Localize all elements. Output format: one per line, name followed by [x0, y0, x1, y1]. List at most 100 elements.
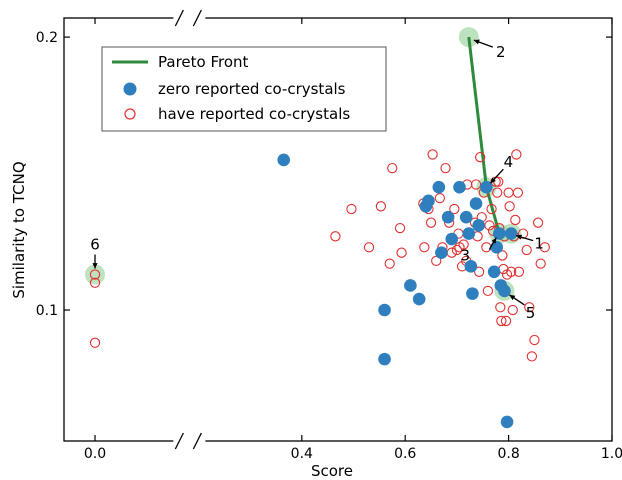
filled-point-4 — [412, 292, 426, 306]
open-point-4 — [346, 203, 357, 215]
annotations: 2 4 3 1 5 6 — [90, 39, 544, 322]
legend-open-swatch — [124, 108, 136, 120]
open-point-17 — [434, 192, 445, 204]
open-point-27 — [458, 239, 469, 250]
annotation-arrowhead-2 — [473, 39, 480, 45]
annotation-arrowhead-5 — [509, 294, 516, 301]
open-point-8 — [387, 162, 398, 174]
open-point-10 — [396, 247, 407, 258]
open-point-51 — [500, 315, 512, 327]
open-point-19 — [440, 162, 451, 174]
filled-point-12 — [459, 210, 473, 224]
legend-filled-swatch — [123, 82, 137, 96]
open-point-12 — [419, 242, 430, 253]
filled-point-15 — [466, 287, 479, 300]
open-point-56 — [507, 304, 518, 316]
open-points-layer — [89, 149, 550, 362]
open-point-58 — [510, 214, 521, 226]
filled-point-11 — [453, 180, 466, 194]
y-tick-label-1: 0.2 — [36, 30, 58, 46]
legend-box — [101, 46, 387, 132]
open-point-64 — [524, 302, 535, 313]
annotation-arrowhead-1 — [516, 234, 523, 240]
open-point-47 — [496, 315, 507, 327]
annotation-label-2: 2 — [496, 43, 506, 61]
axis-break-slash-b-1 — [192, 432, 202, 450]
filled-point-8 — [435, 246, 448, 259]
filled-point-6 — [422, 194, 435, 208]
filled-point-14 — [464, 260, 478, 273]
open-point-0 — [89, 269, 101, 280]
axis-break-slash-a-0 — [174, 9, 184, 27]
filled-point-21 — [492, 227, 506, 240]
open-point-40 — [486, 203, 497, 215]
open-point-54 — [504, 201, 515, 212]
open-point-23 — [451, 244, 463, 256]
open-point-59 — [511, 149, 522, 160]
legend-label-pareto: Pareto Front — [158, 53, 249, 71]
axis-break-slash-b-0 — [192, 9, 202, 27]
filled-point-0 — [277, 153, 291, 167]
open-point-22 — [449, 203, 460, 215]
open-point-15 — [427, 149, 438, 160]
open-point-61 — [513, 266, 525, 277]
open-point-34 — [475, 152, 486, 163]
filled-point-19 — [487, 265, 501, 279]
y-axis-title: Similarity to TCNQ — [10, 161, 28, 298]
open-point-38 — [482, 285, 494, 297]
open-point-65 — [526, 351, 538, 362]
axis-break-slash-a-1 — [174, 432, 184, 450]
filled-point-16 — [469, 197, 483, 210]
open-point-63 — [521, 244, 532, 256]
plot-border — [63, 17, 613, 442]
filled-point-9 — [441, 210, 455, 224]
filled-points-layer — [277, 153, 518, 429]
open-point-37 — [481, 242, 492, 253]
filled-point-3 — [404, 279, 417, 292]
filled-point-25 — [504, 227, 518, 240]
open-point-9 — [394, 222, 406, 234]
open-point-7 — [384, 258, 395, 269]
filled-point-17 — [472, 219, 485, 232]
annotation-label-3: 3 — [461, 247, 471, 265]
annotation-arrowhead-3 — [491, 237, 497, 244]
open-point-6 — [375, 201, 387, 212]
open-point-66 — [529, 334, 540, 346]
filled-point-7 — [432, 180, 446, 194]
x-tick-label-2: 0.6 — [394, 446, 416, 462]
open-point-3 — [330, 231, 341, 242]
annotation-label-4: 4 — [504, 153, 514, 171]
open-point-1 — [89, 277, 101, 288]
filled-point-2 — [378, 352, 391, 366]
open-point-55 — [506, 266, 517, 277]
axis-ticks: 0.0 0.4 0.6 0.8 1.0 0.1 0.2 — [36, 18, 622, 462]
x-tick-label-1: 0.4 — [291, 446, 313, 462]
open-point-46 — [495, 302, 506, 313]
annotation-label-6: 6 — [90, 236, 100, 254]
legend-label-have: have reported co-crystals — [158, 105, 350, 123]
filled-point-18 — [480, 180, 493, 194]
legend-label-zero: zero reported co-crystals — [158, 80, 346, 98]
annotation-label-1: 1 — [534, 235, 544, 253]
filled-point-10 — [445, 232, 459, 246]
annotation-arrowhead-4 — [490, 177, 496, 184]
open-point-5 — [363, 242, 375, 253]
open-point-60 — [512, 187, 524, 198]
open-point-68 — [535, 258, 546, 269]
filled-point-20 — [490, 240, 504, 254]
x-tick-label-4: 1.0 — [601, 446, 622, 462]
open-point-14 — [425, 217, 437, 228]
filled-point-23 — [498, 284, 511, 298]
plot-frame — [63, 9, 613, 450]
legend: Pareto Front zero reported co-crystals h… — [101, 46, 387, 132]
annotation-label-5: 5 — [526, 304, 536, 322]
open-point-43 — [492, 187, 503, 198]
open-point-48 — [497, 250, 508, 261]
open-point-2 — [89, 337, 101, 348]
open-point-67 — [532, 217, 544, 228]
x-tick-label-3: 0.8 — [497, 446, 519, 462]
open-point-53 — [503, 187, 514, 198]
filled-point-1 — [378, 303, 391, 317]
y-tick-label-0: 0.1 — [36, 303, 58, 319]
